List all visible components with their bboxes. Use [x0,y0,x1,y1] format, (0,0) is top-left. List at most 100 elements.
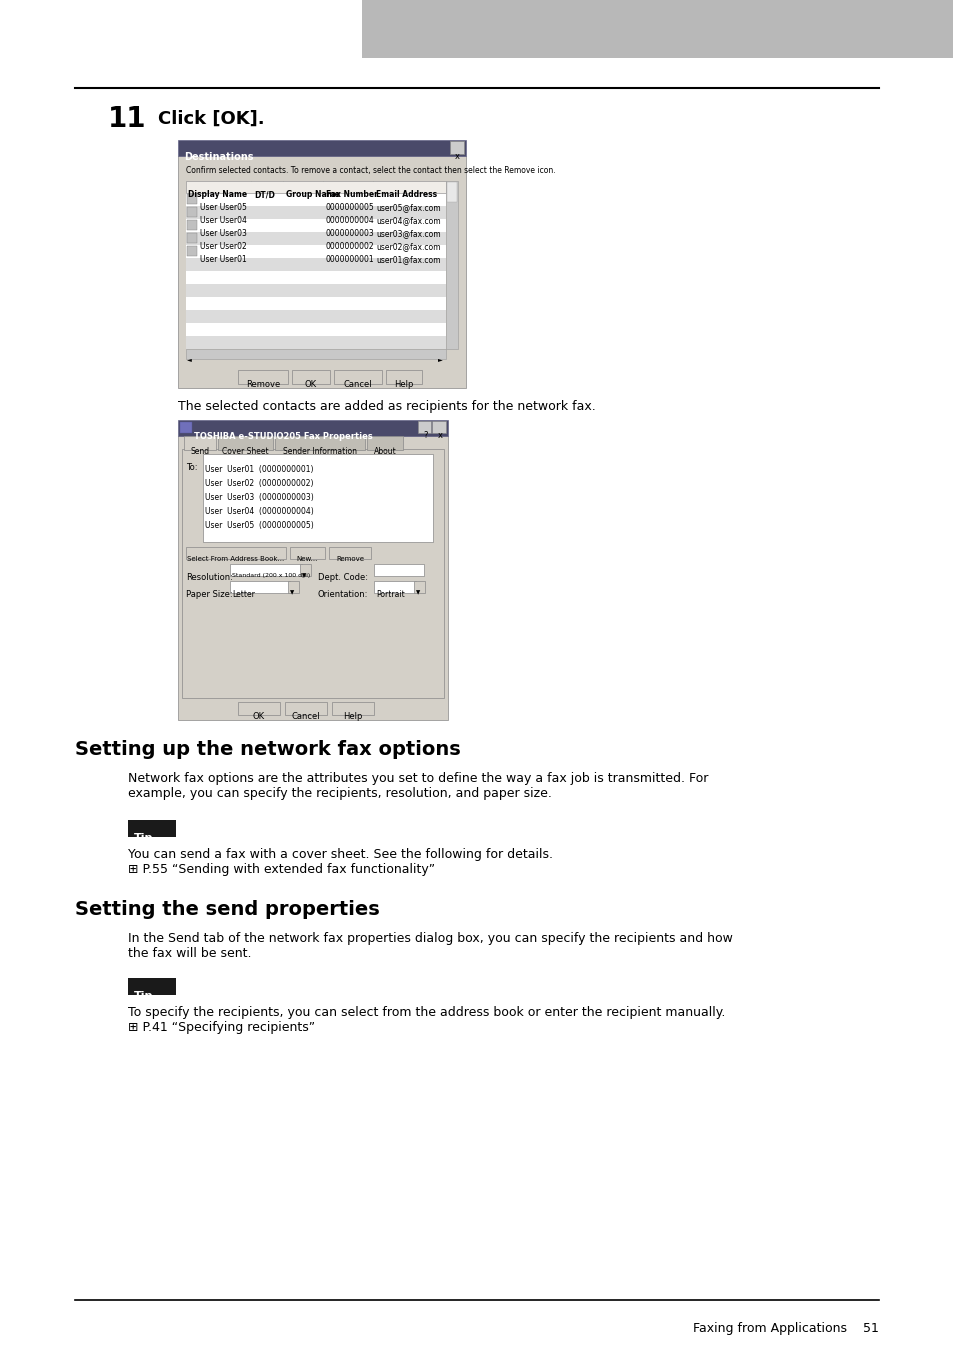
Bar [274,435,365,450]
Text: user05@fax.com: user05@fax.com [375,204,440,212]
Text: Help: Help [343,712,362,721]
Bar [285,702,327,714]
Bar [186,547,286,559]
Text: ▼: ▼ [416,590,420,594]
Bar [128,979,175,995]
Text: TOSHIBA e-STUDIO205 Fax Properties: TOSHIBA e-STUDIO205 Fax Properties [193,431,373,441]
Bar [186,245,446,257]
Text: 0000000002: 0000000002 [326,243,375,251]
Text: Destinations: Destinations [184,152,253,162]
Bar [184,435,215,450]
Text: 0000000005: 0000000005 [326,204,375,212]
Text: user04@fax.com: user04@fax.com [375,216,440,225]
Text: OK: OK [253,712,265,721]
Bar [180,422,192,433]
Text: User User03: User User03 [200,229,247,239]
Bar [186,349,446,359]
Bar [446,181,457,349]
Bar [374,581,416,593]
Text: User  User04  (0000000004): User User04 (0000000004) [205,507,314,516]
Text: Group Name: Group Name [286,190,339,200]
Bar [299,563,311,576]
Bar [178,435,448,720]
Bar [187,208,196,217]
Text: Cancel: Cancel [343,380,372,390]
Text: Faxing from Applications    51: Faxing from Applications 51 [693,1322,878,1335]
Text: To specify the recipients, you can select from the address book or enter the rec: To specify the recipients, you can selec… [128,1006,724,1019]
Bar [237,369,288,384]
Text: Letter: Letter [232,590,254,599]
Text: Send: Send [191,448,210,456]
Bar [230,581,290,593]
Text: ▼: ▼ [302,573,306,578]
Text: New...: New... [296,555,317,562]
Text: Setting up the network fax options: Setting up the network fax options [75,740,460,759]
Text: user01@fax.com: user01@fax.com [375,255,440,264]
Bar [186,271,446,284]
Bar [178,156,465,388]
Bar [237,702,280,714]
Text: DT/D: DT/D [253,190,274,200]
Bar [203,454,433,542]
Bar [292,369,330,384]
Bar [186,324,446,336]
Text: Orientation:: Orientation: [317,590,368,599]
Bar [447,182,456,202]
Bar [432,421,446,433]
Text: Dept. Code:: Dept. Code: [317,573,368,582]
Bar [186,218,446,232]
Text: 0000000003: 0000000003 [326,229,375,239]
Text: Sender Information: Sender Information [283,448,356,456]
Text: OK: OK [305,380,316,390]
Text: User User04: User User04 [200,216,247,225]
Text: Select From Address Book...: Select From Address Book... [187,555,284,562]
Text: Tip: Tip [133,991,153,1002]
Text: user03@fax.com: user03@fax.com [375,229,440,239]
Bar [186,206,446,218]
Text: 0000000001: 0000000001 [326,255,375,264]
Bar [288,581,298,593]
Text: In the Send tab of the network fax properties dialog box, you can specify the re: In the Send tab of the network fax prope… [128,931,732,960]
Text: You can send a fax with a cover sheet. See the following for details.: You can send a fax with a cover sheet. S… [128,848,553,861]
Bar [361,0,953,58]
Bar [186,232,446,245]
Bar [414,581,424,593]
Bar [186,284,446,297]
Text: x: x [455,152,459,160]
Text: User User02: User User02 [200,243,247,251]
Bar [334,369,381,384]
Text: Paper Size:: Paper Size: [186,590,233,599]
Text: Email Address: Email Address [375,190,436,200]
Bar [182,449,443,698]
Text: ⊞ P.41 “Specifying recipients”: ⊞ P.41 “Specifying recipients” [128,1020,314,1034]
Text: Cancel: Cancel [292,712,320,721]
Bar [187,220,196,231]
Text: The selected contacts are added as recipients for the network fax.: The selected contacts are added as recip… [178,400,595,412]
Bar [230,563,302,576]
Bar [187,245,196,256]
Bar [187,194,196,204]
Text: user02@fax.com: user02@fax.com [375,243,440,251]
Text: 11: 11 [108,105,147,133]
Bar [329,547,371,559]
Bar [178,140,465,156]
Text: User  User05  (0000000005): User User05 (0000000005) [205,520,314,530]
Text: Portrait: Portrait [375,590,404,599]
Bar [128,820,175,837]
Bar [450,142,463,154]
Text: ►: ► [437,357,442,363]
Bar [386,369,421,384]
Text: x: x [437,431,442,439]
Text: Confirm selected contacts. To remove a contact, select the contact then select t: Confirm selected contacts. To remove a c… [186,166,555,175]
Bar [186,310,446,324]
Text: To:: To: [186,462,197,472]
Bar [186,336,446,349]
Bar [374,563,423,576]
Text: User User01: User User01 [200,255,247,264]
Text: Standard (200 x 100 dpi): Standard (200 x 100 dpi) [232,573,310,578]
Bar [417,421,431,433]
Bar [187,233,196,243]
Text: User  User02  (0000000002): User User02 (0000000002) [205,479,314,488]
Text: User  User01  (0000000001): User User01 (0000000001) [205,465,314,474]
Text: Network fax options are the attributes you set to define the way a fax job is tr: Network fax options are the attributes y… [128,772,708,799]
